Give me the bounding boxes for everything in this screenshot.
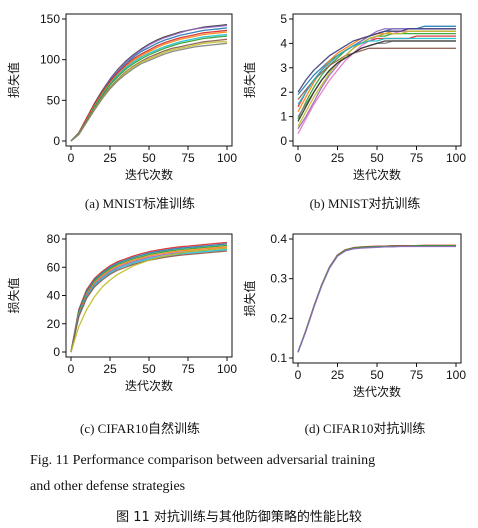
y-tick-label: 80 — [47, 232, 61, 246]
series-line-7 — [70, 247, 228, 353]
sub-caption-b: (b) MNIST对抗训练 — [309, 196, 421, 211]
chart-d: 0 25 50 75 100 0.1 0.2 0.3 0.4 迭代次数 损失值 — [242, 232, 466, 399]
x-tick-label: 50 — [142, 151, 156, 165]
sub-caption-c: (c) CIFAR10自然训练 — [79, 421, 200, 436]
y-tick-label: 2 — [280, 85, 287, 99]
series-line-1 — [297, 245, 456, 353]
x-tick-label: 75 — [410, 368, 424, 382]
x-tick-label: 0 — [295, 368, 302, 382]
x-tick-label: 100 — [217, 362, 237, 376]
series-line-3 — [70, 246, 228, 353]
x-tick-label: 25 — [103, 151, 117, 165]
sub-caption-d: (d) CIFAR10对抗训练 — [304, 421, 426, 436]
series-line-9 — [70, 42, 228, 142]
x-tick-label: 50 — [142, 362, 156, 376]
x-tick-label: 50 — [370, 368, 384, 382]
series-line-9 — [297, 37, 456, 105]
chart-a: 0 25 50 75 100 0 50 100 150 迭代次数 损失值 — [6, 12, 237, 182]
series-line-5 — [297, 47, 456, 100]
y-tick-label: 20 — [47, 317, 61, 331]
series-line-4 — [70, 31, 228, 142]
y-tick-label: 0 — [53, 345, 60, 359]
y-axis-label: 损失值 — [6, 277, 21, 313]
series-line-8 — [297, 30, 456, 127]
chart-c: 0 25 50 75 100 0 20 40 60 80 迭代次数 损失值 — [6, 232, 237, 393]
series-line-0 — [70, 241, 228, 353]
y-tick-label: 0.1 — [270, 351, 287, 365]
y-tick-label: 60 — [47, 260, 61, 274]
x-tick-label: 25 — [331, 151, 345, 165]
y-axis-label: 损失值 — [242, 280, 257, 316]
y-tick-label: 3 — [280, 61, 287, 75]
figure-caption-en: Fig. 11 Performance comparison between a… — [30, 448, 460, 500]
sub-caption-a: (a) MNIST标准训练 — [84, 196, 196, 211]
x-tick-label: 0 — [68, 151, 75, 165]
y-axis-label: 损失值 — [242, 62, 257, 98]
x-tick-label: 50 — [370, 151, 384, 165]
x-tick-label: 100 — [217, 151, 237, 165]
series-line-10 — [297, 28, 456, 93]
y-tick-label: 150 — [40, 12, 60, 26]
series-line-2 — [297, 32, 456, 120]
figure-caption-zh: 图 11 对抗训练与其他防御策略的性能比较 — [116, 510, 362, 525]
y-tick-label: 0 — [53, 134, 60, 148]
series-line-1 — [70, 243, 228, 353]
y-tick-label: 0 — [280, 134, 287, 148]
x-axis-label: 迭代次数 — [353, 167, 401, 182]
series-line-2 — [297, 245, 456, 352]
x-tick-label: 25 — [331, 368, 345, 382]
y-tick-label: 100 — [40, 53, 60, 67]
x-tick-label: 0 — [295, 151, 302, 165]
series-line-3 — [70, 29, 228, 142]
x-axis-label: 迭代次数 — [125, 378, 173, 393]
y-tick-label: 40 — [47, 289, 61, 303]
y-tick-label: 0.4 — [270, 232, 287, 246]
series-line-0 — [297, 244, 456, 353]
x-tick-label: 75 — [410, 151, 424, 165]
series-line-7 — [297, 40, 456, 117]
series-line-5 — [70, 248, 228, 353]
y-tick-label: 5 — [280, 12, 287, 26]
plot-frame — [292, 233, 462, 364]
y-tick-label: 0.3 — [270, 272, 287, 286]
x-axis-label: 迭代次数 — [125, 167, 173, 182]
chart-b: 0 25 50 75 100 0 1 2 3 4 5 迭代次数 损失值 — [242, 12, 466, 182]
series-line-2 — [70, 244, 228, 353]
series-line-11 — [297, 40, 456, 122]
x-tick-label: 0 — [68, 362, 75, 376]
x-axis-label: 迭代次数 — [353, 384, 401, 399]
x-tick-label: 75 — [181, 362, 195, 376]
x-tick-label: 100 — [446, 368, 466, 382]
series-line-3 — [297, 245, 456, 353]
x-tick-label: 75 — [181, 151, 195, 165]
series-line-6 — [70, 250, 228, 353]
series-line-6 — [297, 30, 456, 135]
series-line-3 — [297, 35, 456, 108]
y-axis-label: 损失值 — [6, 62, 21, 98]
figure-caption-en-line2: and other defense strategies — [30, 479, 186, 494]
y-tick-label: 50 — [47, 93, 61, 107]
y-tick-label: 1 — [280, 110, 287, 124]
figure-caption-en-line1: Fig. 11 Performance comparison between a… — [30, 453, 376, 468]
x-tick-label: 100 — [446, 151, 466, 165]
x-tick-label: 25 — [103, 362, 117, 376]
y-tick-label: 0.2 — [270, 311, 287, 325]
y-tick-label: 4 — [280, 36, 287, 50]
series-line-4 — [70, 247, 228, 353]
